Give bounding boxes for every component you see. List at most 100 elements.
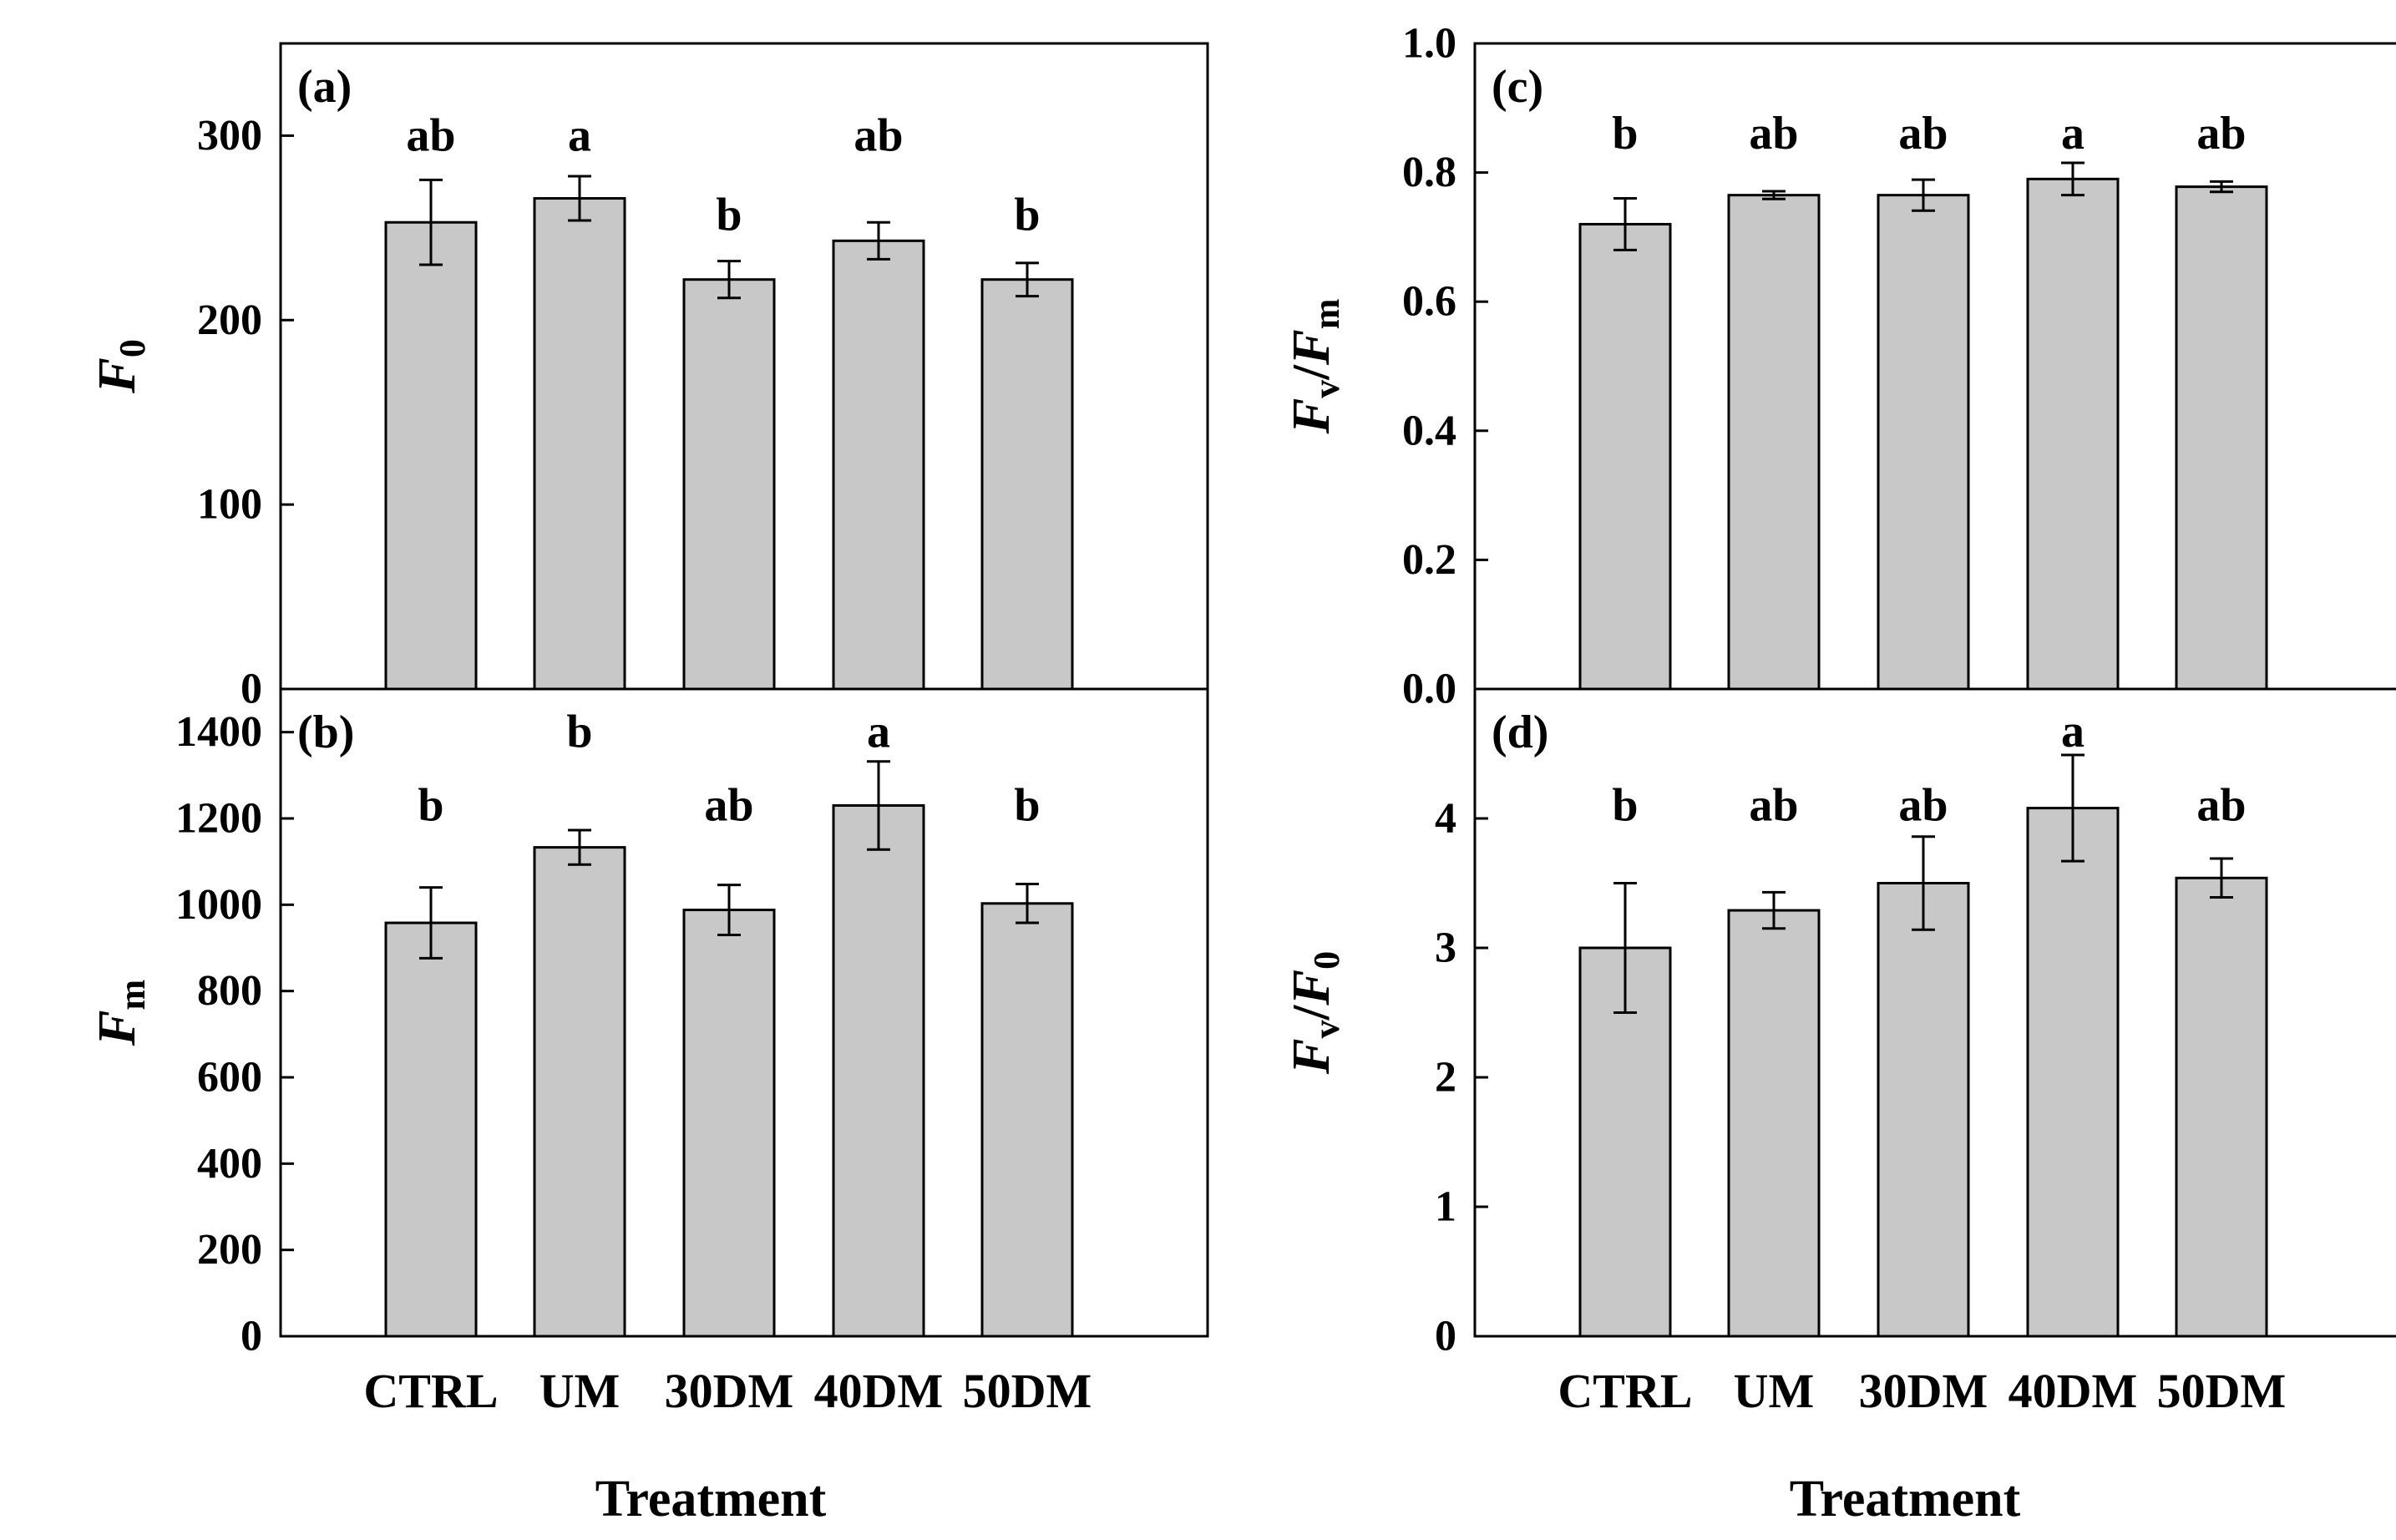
y-tick-label-a: 0 [241,666,262,713]
y-label-subscript: v [1306,380,1347,398]
bar-a-50DM [980,278,1074,691]
bar-a-CTRL [384,220,478,691]
bar-c-40DM [2026,177,2120,691]
error-bar-a-CTRL [419,178,443,266]
significance-letter-c-UM: ab [1749,108,1798,160]
y-tick-label-a: 200 [197,296,262,344]
significance-letter-c-30DM: ab [1898,108,1948,160]
error-bar-d-CTRL [1613,882,1637,1014]
significance-letter-a-30DM: b [716,189,742,241]
y-axis-label-a: F0 [87,339,153,394]
bar-d-UM [1727,909,1821,1338]
error-bar-c-UM [1762,190,1786,200]
significance-letter-c-CTRL: b [1612,108,1638,160]
y-tick-label-c: 0.0 [1402,666,1456,713]
significance-letter-d-40DM: a [2061,706,2084,757]
y-label-var: F [87,1010,146,1046]
error-bar-c-40DM [2061,161,2084,197]
error-bar-c-CTRL [1613,197,1637,251]
significance-letter-c-40DM: a [2061,108,2084,160]
error-bar-d-30DM [1912,835,1935,931]
bar-b-UM [533,846,626,1338]
y-label-subscript: 0 [1306,951,1347,970]
significance-letter-a-CTRL: ab [406,109,455,161]
significance-letter-d-50DM: ab [2196,780,2246,832]
y-tick-label-c: 0.8 [1402,149,1456,196]
bar-b-30DM [682,909,776,1338]
y-label-subscript: m [112,980,153,1011]
error-bar-a-30DM [717,260,741,300]
panel-label-d: (d) [1492,707,1548,758]
y-label-var: F [1281,1038,1340,1075]
bar-a-30DM [682,278,776,691]
significance-letter-d-CTRL: b [1612,780,1638,832]
bar-d-40DM [2026,807,2120,1338]
y-label-var: F [1281,329,1340,366]
x-category-label-UM: UM [1734,1364,1815,1418]
y-tick-label-d: 2 [1435,1054,1456,1102]
y-tick-label-b: 400 [197,1140,262,1188]
error-bar-b-UM [568,828,591,866]
significance-letter-b-30DM: ab [704,780,753,832]
y-label-slash: / [1281,364,1340,381]
y-tick-label-b: 800 [197,967,262,1015]
error-bar-b-CTRL [419,886,443,960]
bar-c-30DM [1877,194,1970,691]
x-axis-label-b: Treatment [595,1471,827,1527]
significance-letter-d-UM: ab [1749,780,1798,832]
bar-c-50DM [2175,185,2268,691]
panel-label-c: (c) [1492,61,1543,113]
error-bar-c-50DM [2210,180,2233,194]
error-bar-d-50DM [2210,857,2233,899]
x-category-label-50DM: 50DM [2157,1364,2287,1418]
y-tick-label-d: 3 [1435,925,1456,972]
significance-letter-a-40DM: ab [854,109,903,161]
y-label-var: F [1281,398,1340,435]
y-tick-label-d: 0 [1435,1313,1456,1360]
y-tick-label-c: 0.2 [1402,536,1456,584]
bar-c-CTRL [1578,222,1672,691]
error-bar-a-UM [568,175,591,222]
y-tick-label-a: 100 [197,481,262,529]
x-category-label-50DM: 50DM [963,1364,1092,1418]
y-tick-label-b: 600 [197,1054,262,1102]
y-label-var: F [1281,970,1340,1006]
error-bar-a-40DM [867,220,890,261]
y-label-subscript: 0 [112,339,153,357]
plot-frame-b [279,687,1209,1338]
y-tick-label-b: 1000 [175,881,262,929]
y-tick-label-d: 1 [1435,1183,1456,1231]
y-tick-label-c: 0.6 [1402,278,1456,326]
panel-label-a: (a) [297,61,352,113]
error-bar-d-UM [1762,890,1786,930]
significance-letter-b-50DM: b [1014,780,1040,832]
error-bar-b-30DM [717,884,741,936]
y-tick-label-a: 300 [197,112,262,160]
error-bar-b-40DM [867,760,890,851]
y-label-slash: / [1281,1004,1340,1021]
y-axis-label-b: Fm [87,980,153,1046]
y-tick-label-b: 0 [241,1313,262,1360]
x-axis-label-d: Treatment [1790,1471,2021,1527]
error-bar-a-50DM [1016,261,1039,298]
y-tick-label-b: 1400 [175,708,262,756]
significance-letter-b-CTRL: b [418,780,443,832]
error-bar-b-50DM [1016,883,1039,925]
significance-letter-d-30DM: ab [1898,780,1948,832]
y-label-subscript: v [1306,1020,1347,1038]
x-category-label-30DM: 30DM [1859,1364,1988,1418]
x-category-label-CTRL: CTRL [363,1364,498,1418]
error-bar-c-30DM [1912,178,1935,212]
bar-b-40DM [832,804,925,1338]
bar-c-UM [1727,194,1821,691]
y-tick-label-d: 4 [1435,795,1456,843]
significance-letter-c-50DM: ab [2196,108,2246,160]
y-label-var: F [87,357,146,394]
y-tick-label-c: 0.4 [1402,407,1456,454]
y-tick-label-b: 1200 [175,795,262,843]
x-category-label-30DM: 30DM [665,1364,794,1418]
significance-letter-b-40DM: a [867,707,890,758]
